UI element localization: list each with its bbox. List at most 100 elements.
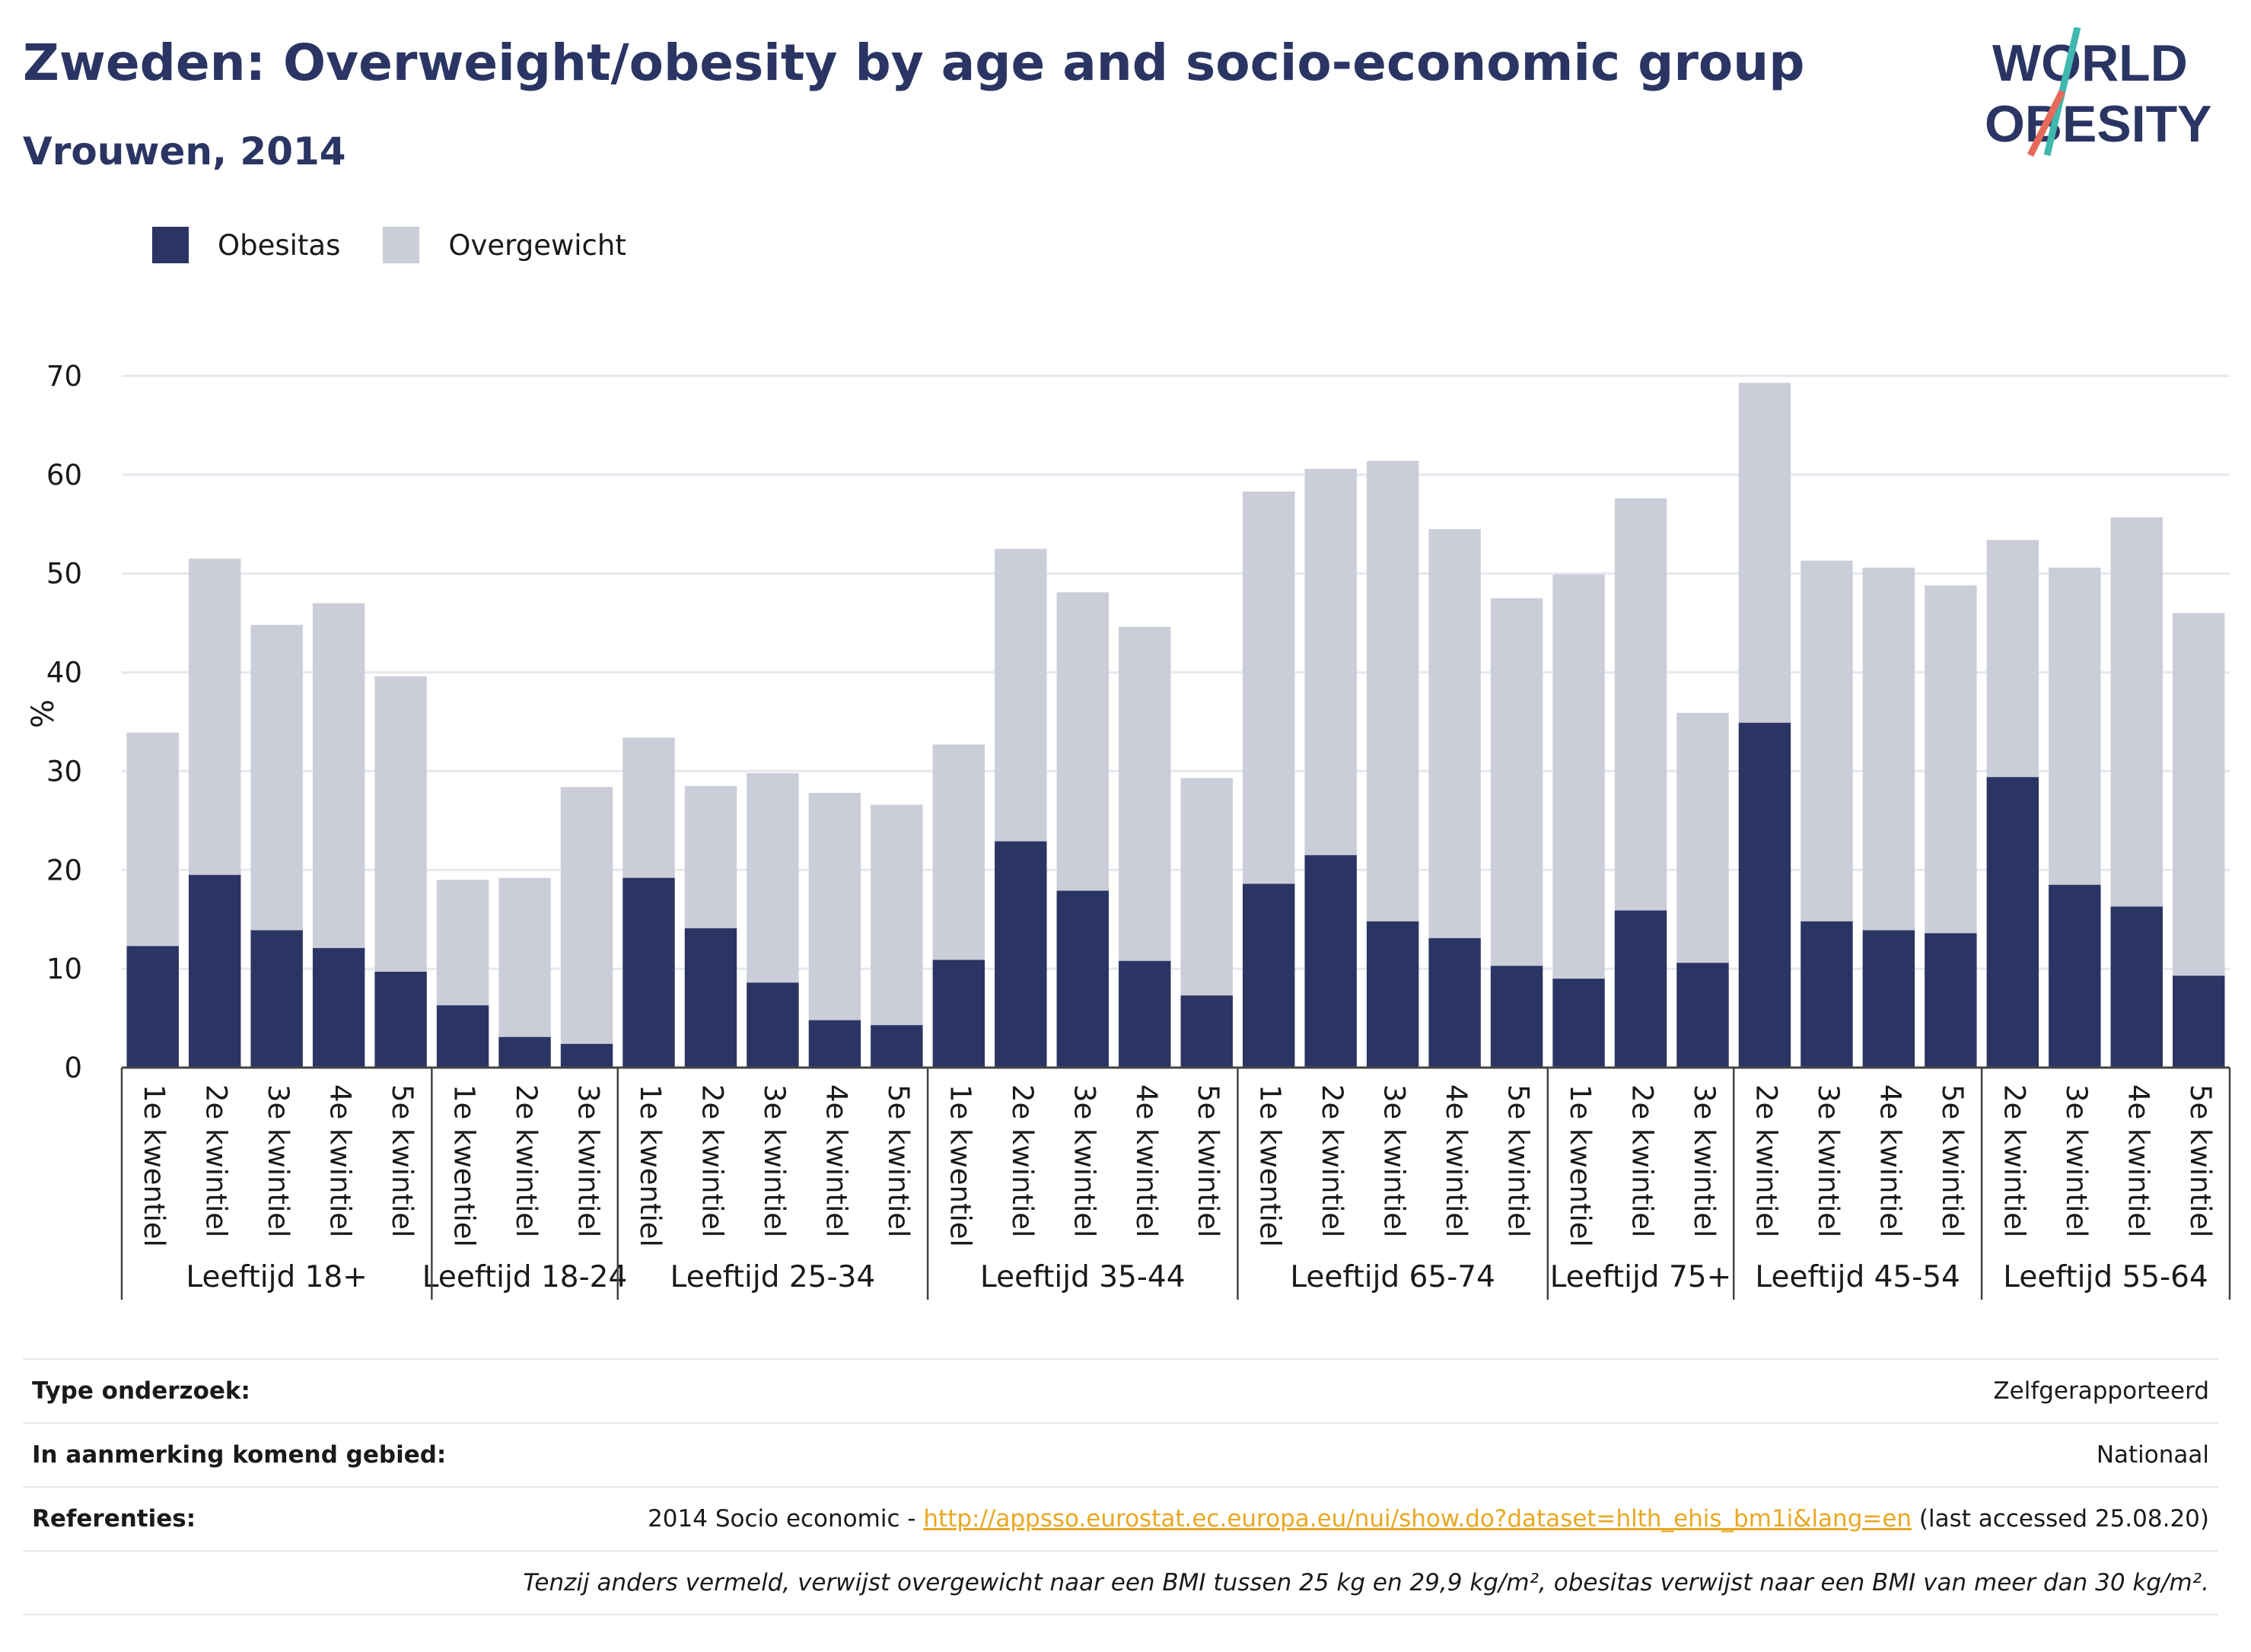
bar-obesitas <box>436 1005 489 1068</box>
bar-obesitas <box>312 947 365 1068</box>
x-tick-label: 4e kwintiel <box>1440 1084 1473 1237</box>
bar-obesitas <box>1862 930 1915 1068</box>
x-tick-label: 5e kwintiel <box>1192 1084 1224 1237</box>
x-tick-label: 1e kwentiel <box>634 1084 667 1247</box>
y-tick-label: 10 <box>46 953 82 985</box>
bar-overgewicht <box>932 744 985 960</box>
legend: Obesitas Overgewicht <box>152 227 669 263</box>
bar-obesitas <box>1242 883 1295 1068</box>
legend-swatch-overgewicht <box>383 227 420 263</box>
chart-title: Zweden: Overweight/obesity by age and so… <box>23 33 1805 92</box>
bar-obesitas <box>1366 921 1419 1068</box>
references-suffix: (last accessed 25.08.20) <box>1912 1505 2209 1533</box>
y-tick-label: 40 <box>46 657 82 689</box>
bar-overgewicht <box>1180 778 1233 996</box>
group-label: Leeftijd 75+ <box>1550 1260 1732 1294</box>
bar-obesitas <box>1056 890 1110 1068</box>
legend-swatch-obesitas <box>152 227 189 263</box>
group-label: Leeftijd 35-44 <box>980 1260 1186 1294</box>
x-tick-label: 4e kwintiel <box>1874 1084 1906 1237</box>
bar-obesitas <box>1986 777 2039 1068</box>
bar-overgewicht <box>1552 575 1605 979</box>
x-tick-label: 4e kwintiel <box>1130 1084 1163 1237</box>
bar-overgewicht <box>312 603 365 948</box>
legend-label-obesitas: Obesitas <box>218 228 341 262</box>
x-tick-label: 2e kwintiel <box>510 1084 543 1237</box>
x-tick-label: 1e kwentiel <box>1564 1084 1597 1247</box>
bar-obesitas <box>1614 910 1667 1068</box>
references-value: 2014 Socio economic - http://appsso.euro… <box>648 1505 2209 1533</box>
area-value: Nationaal <box>2096 1441 2209 1469</box>
x-tick-label: 4e kwintiel <box>2122 1084 2154 1237</box>
x-tick-label: 2e kwintiel <box>200 1084 233 1237</box>
survey-type-label: Type onderzoek: <box>32 1377 250 1405</box>
group-label: Leeftijd 18-24 <box>422 1260 628 1294</box>
x-tick-label: 3e kwintiel <box>1688 1084 1721 1237</box>
x-tick-label: 3e kwintiel <box>2060 1084 2093 1237</box>
bar-overgewicht <box>2110 517 2163 907</box>
x-tick-label: 3e kwintiel <box>572 1084 605 1237</box>
bar-overgewicht <box>747 773 799 983</box>
info-row-references: Referenties: 2014 Socio economic - http:… <box>23 1486 2218 1550</box>
bar-obesitas <box>1119 960 1171 1068</box>
bar-overgewicht <box>1986 540 2039 778</box>
y-tick-label: 70 <box>46 360 82 393</box>
references-prefix: 2014 Socio economic - <box>648 1505 924 1533</box>
bar-obesitas <box>1800 921 1853 1068</box>
info-table: Type onderzoek: Zelfgerapporteerd In aan… <box>23 1358 2218 1615</box>
group-label: Leeftijd 18+ <box>186 1260 368 1294</box>
x-tick-label: 5e kwintiel <box>2184 1084 2217 1237</box>
logo-stroke-red <box>2027 89 2066 158</box>
bar-overgewicht <box>560 787 613 1044</box>
bar-obesitas <box>622 877 675 1068</box>
x-tick-label: 3e kwintiel <box>1068 1084 1100 1237</box>
bar-overgewicht <box>188 559 241 875</box>
bar-overgewicht <box>871 804 923 1026</box>
group-label: Leeftijd 25-34 <box>670 1260 876 1294</box>
bar-obesitas <box>1180 995 1233 1068</box>
info-row-survey-type: Type onderzoek: Zelfgerapporteerd <box>23 1358 2218 1422</box>
bar-obesitas <box>1676 963 1729 1068</box>
x-tick-label: 3e kwintiel <box>1378 1084 1411 1237</box>
group-label: Leeftijd 45-54 <box>1755 1260 1960 1294</box>
bar-obesitas <box>2049 884 2101 1068</box>
x-tick-label: 2e kwintiel <box>696 1084 728 1237</box>
x-tick-label: 1e kwentiel <box>448 1084 481 1247</box>
bar-overgewicht <box>808 792 861 1020</box>
bar-obesitas <box>498 1036 551 1068</box>
bar-overgewicht <box>1428 529 1481 938</box>
x-tick-label: 5e kwintiel <box>1936 1084 1969 1237</box>
x-tick-label: 5e kwintiel <box>386 1084 419 1237</box>
bar-obesitas <box>126 946 179 1068</box>
x-tick-label: 1e kwentiel <box>1254 1084 1287 1247</box>
bar-obesitas <box>808 1020 861 1068</box>
logo-line2: OBESITY <box>1985 95 2212 153</box>
y-axis-label: % <box>26 699 61 728</box>
bar-obesitas <box>1490 966 1543 1068</box>
bar-obesitas <box>1304 855 1357 1068</box>
bar-overgewicht <box>1676 712 1729 963</box>
y-tick-label: 50 <box>46 558 82 590</box>
bar-obesitas <box>995 841 1047 1068</box>
chart-subtitle: Vrouwen, 2014 <box>23 129 346 173</box>
references-link[interactable]: http://appsso.eurostat.ec.europa.eu/nui/… <box>923 1505 1912 1533</box>
bar-overgewicht <box>498 877 551 1037</box>
bar-obesitas <box>2173 976 2225 1068</box>
bar-obesitas <box>250 930 303 1068</box>
x-tick-label: 2e kwintiel <box>1750 1084 1782 1237</box>
bar-overgewicht <box>374 676 427 972</box>
footnote: Tenzij anders vermeld, verwijst overgewi… <box>523 1569 2209 1596</box>
group-label: Leeftijd 65-74 <box>1290 1260 1495 1294</box>
bar-obesitas <box>374 972 427 1068</box>
y-tick-label: 60 <box>46 459 82 492</box>
legend-label-overgewicht: Overgewicht <box>448 228 626 262</box>
bar-obesitas <box>1552 979 1605 1068</box>
x-tick-label: 2e kwintiel <box>1316 1084 1348 1237</box>
bar-overgewicht <box>1119 626 1171 961</box>
x-tick-label: 3e kwintiel <box>262 1084 295 1237</box>
bar-obesitas <box>747 982 799 1068</box>
bar-overgewicht <box>995 549 1047 842</box>
area-label: In aanmerking komend gebied: <box>32 1441 447 1469</box>
bar-overgewicht <box>622 737 675 878</box>
bar-obesitas <box>932 960 985 1068</box>
